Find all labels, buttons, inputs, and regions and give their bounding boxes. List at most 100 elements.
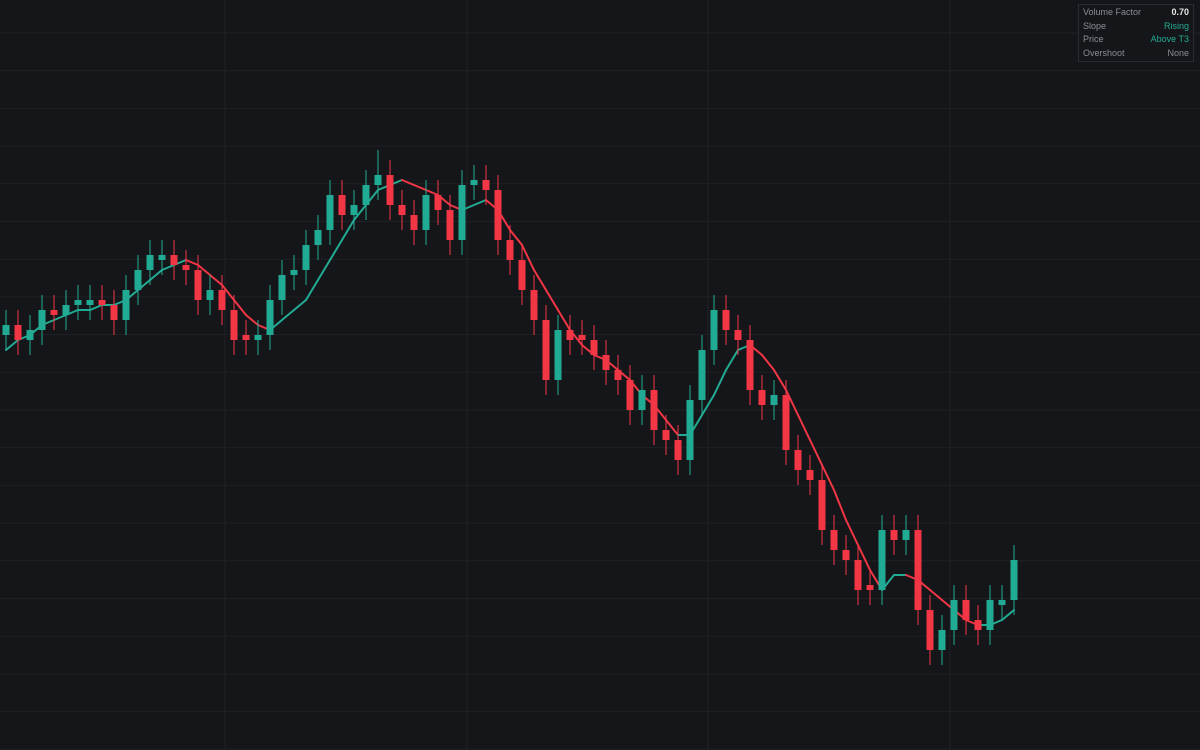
row-label: Overshoot (1083, 47, 1125, 58)
candle-body (230, 310, 238, 340)
row-value: 0.70 (1171, 7, 1189, 17)
candle-body (1010, 560, 1018, 600)
candle-body (842, 550, 850, 560)
candle-body (770, 395, 778, 405)
t3-segment (149, 269, 163, 281)
candle-body (614, 370, 622, 380)
candle-body (122, 290, 130, 320)
candle-body (746, 340, 754, 390)
t3-segment (317, 259, 331, 281)
t3-segment (701, 394, 715, 416)
t3-segment (245, 314, 259, 326)
row-label: Slope (1083, 20, 1107, 31)
candle-body (530, 290, 538, 320)
candle-body (86, 300, 94, 305)
candle-body (506, 240, 514, 260)
t3-segment (281, 309, 295, 321)
candle-body (26, 330, 34, 340)
t3-segment (845, 519, 859, 546)
candle-body (902, 530, 910, 540)
t3-segment (725, 349, 739, 371)
t3-segment (329, 239, 343, 261)
candle-body (326, 195, 334, 230)
candle-body (806, 470, 814, 480)
candle-body (494, 190, 502, 240)
candle-body (878, 530, 886, 590)
panel-row: Price Above T3 (1083, 33, 1189, 47)
candle-body (302, 245, 310, 270)
t3-segment (197, 264, 211, 276)
t3-segment (161, 264, 175, 271)
row-label: Price (1083, 34, 1104, 44)
t3-segment (341, 219, 355, 241)
t3-segment (353, 204, 367, 221)
candle-body (926, 610, 934, 650)
candle-body (662, 430, 670, 440)
candle-body (854, 560, 862, 590)
t3-segment (761, 354, 775, 371)
candle-body (350, 205, 358, 215)
candle-body (782, 395, 790, 450)
candle-body (962, 600, 970, 620)
candle-body (938, 630, 946, 650)
candle-body (98, 300, 106, 305)
candle-body (590, 340, 598, 355)
candle-body (362, 185, 370, 205)
t3-segment (929, 589, 943, 601)
candle-body (578, 335, 586, 340)
candle-body (278, 275, 286, 300)
row-value: Above T3 (1150, 34, 1189, 44)
candle-body (434, 195, 442, 210)
candle-body (794, 450, 802, 470)
candle-body (38, 310, 46, 330)
t3-segment (233, 299, 247, 316)
candle-body (830, 530, 838, 550)
candle-body (2, 325, 10, 335)
candle-body (290, 270, 298, 275)
t3-segment (509, 229, 523, 246)
t3-segment (773, 369, 787, 391)
candle-body (602, 355, 610, 370)
t3-segment (809, 439, 823, 466)
candle-body (182, 265, 190, 270)
candle-body (566, 330, 574, 340)
candle-body (998, 600, 1006, 605)
candle-body (818, 480, 826, 530)
candle-body (242, 335, 250, 340)
t3-segment (425, 189, 439, 196)
t3-segment (293, 299, 307, 311)
t3-segment (401, 179, 415, 186)
candle-body (398, 205, 406, 215)
candle-body (710, 310, 718, 350)
candle-body (542, 320, 550, 380)
candle-body (518, 260, 526, 290)
candle-body (986, 600, 994, 630)
t3-segment (221, 284, 235, 301)
candle-body (50, 310, 58, 315)
candle-body (314, 230, 322, 245)
candle-body (734, 330, 742, 340)
row-value: None (1167, 47, 1189, 58)
candle-body (482, 180, 490, 190)
t3-segment (185, 259, 199, 266)
t3-segment (713, 369, 727, 396)
info-panel: Volume Factor 0.70 Slope Rising Price Above… (1078, 4, 1194, 62)
candle-body (374, 175, 382, 185)
candle-body (62, 305, 70, 315)
candle-body (698, 350, 706, 400)
t3-segment (521, 244, 535, 271)
t3-segment (209, 274, 223, 286)
candle-body (674, 440, 682, 460)
t3-segment (545, 289, 559, 311)
t3-segment (797, 414, 811, 441)
t3-segment (5, 339, 19, 351)
t3-segment (665, 419, 679, 436)
candle-body (974, 620, 982, 630)
candle-body (866, 585, 874, 590)
candle-body (254, 335, 262, 340)
candle-body (74, 300, 82, 305)
candle-body (914, 530, 922, 610)
t3-segment (305, 279, 319, 301)
